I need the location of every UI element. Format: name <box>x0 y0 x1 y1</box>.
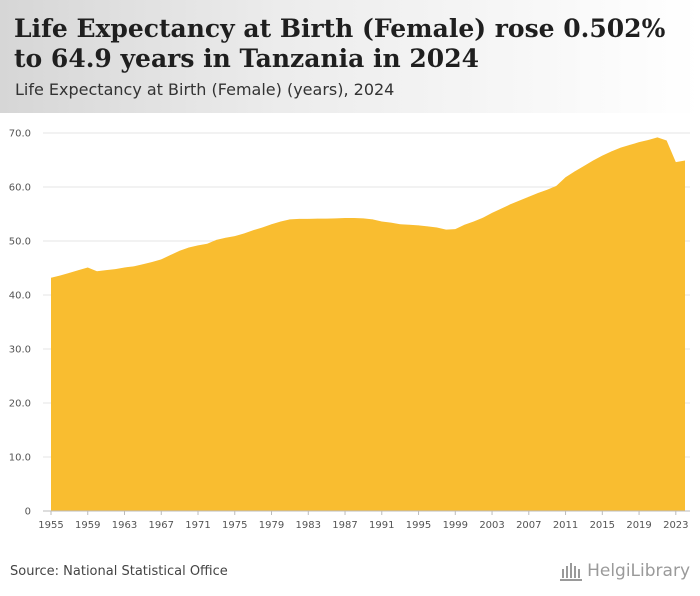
x-tick-label: 1967 <box>149 520 174 531</box>
area-fill <box>51 137 685 511</box>
chart-subtitle: Life Expectancy at Birth (Female) (years… <box>15 80 395 99</box>
x-tick-label: 2011 <box>553 520 578 531</box>
axes: 0 10.0 20.0 30.0 40.0 50.0 60.0 70.0 1955 1959 196… <box>9 129 690 531</box>
x-tick-label: 1999 <box>443 520 468 531</box>
source-note: Source: National Statistical Office <box>10 564 228 579</box>
x-tick-label: 1991 <box>369 520 394 531</box>
y-tick-label: 40.0 <box>9 291 31 302</box>
x-tick-label: 1979 <box>259 520 284 531</box>
x-tick-label: 2007 <box>516 520 541 531</box>
y-tick-label: 20.0 <box>9 399 31 410</box>
y-tick-label: 10.0 <box>9 453 31 464</box>
x-tick-label: 1955 <box>38 520 63 531</box>
x-tick-label: 2023 <box>663 520 688 531</box>
x-tick-label: 2003 <box>479 520 504 531</box>
y-tick-label: 30.0 <box>9 345 31 356</box>
header-banner: Life Expectancy at Birth (Female) rose 0… <box>0 0 700 113</box>
y-tick-label: 60.0 <box>9 183 31 194</box>
x-tick-label: 1971 <box>185 520 210 531</box>
x-tick-label: 2015 <box>590 520 615 531</box>
y-tick-label: 70.0 <box>9 129 31 140</box>
area-chart: 0 10.0 20.0 30.0 40.0 50.0 60.0 70.0 1955 1959 196… <box>9 129 690 531</box>
x-tick-label: 2019 <box>626 520 651 531</box>
brand-name: HelgiLibrary <box>587 561 690 581</box>
x-tick-label: 1975 <box>222 520 247 531</box>
x-tick-label: 1959 <box>75 520 100 531</box>
y-tick-label: 0 <box>25 507 31 518</box>
x-tick-label: 1983 <box>296 520 321 531</box>
area-series <box>50 137 686 511</box>
chart-title: Life Expectancy at Birth (Female) rose 0… <box>14 14 666 73</box>
library-building-icon <box>560 563 583 581</box>
brand-logo: HelgiLibrary <box>559 560 690 582</box>
x-tick-label: 1963 <box>112 520 137 531</box>
x-tick-label: 1995 <box>406 520 431 531</box>
y-tick-label: 50.0 <box>9 237 31 248</box>
x-tick-label: 1987 <box>332 520 357 531</box>
